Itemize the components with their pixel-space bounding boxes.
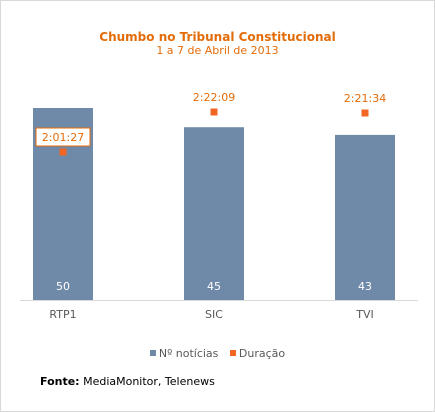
bar-value-sic: 45 bbox=[207, 280, 221, 293]
source-text: MediaMonitor, Telenews bbox=[79, 375, 215, 388]
marker-label-duracao-sic: 2:22:09 bbox=[193, 91, 235, 104]
marker-label-duracao-rtp1: 2:01:27 bbox=[42, 131, 84, 144]
legend-swatch-duracao bbox=[229, 350, 236, 356]
x-tick-tvi: TVI bbox=[355, 308, 374, 321]
x-tick-rtp1: RTP1 bbox=[49, 308, 76, 321]
marker-label-box-rtp1 bbox=[35, 127, 91, 147]
bar-tvi bbox=[335, 134, 395, 300]
bar-value-tvi: 43 bbox=[358, 280, 372, 293]
legend-item-noticias: Nº notícias bbox=[149, 347, 219, 360]
marker-duracao-tvi bbox=[361, 109, 369, 117]
chart-subtitle: 1 a 7 de Abril de 2013 bbox=[156, 44, 279, 57]
legend-swatch-noticias bbox=[149, 350, 156, 356]
bar-value-rtp1: 50 bbox=[56, 280, 70, 293]
source-label: Fonte: bbox=[40, 375, 80, 388]
legend-item-duracao: Duração bbox=[229, 347, 286, 360]
marker-duracao-rtp1 bbox=[59, 148, 67, 156]
legend-label-noticias: Nº notícias bbox=[158, 347, 219, 360]
legend-label-duracao: Duração bbox=[238, 347, 286, 360]
bar-sic bbox=[184, 127, 244, 300]
chart-legend: Nº notícias Duração bbox=[0, 347, 435, 360]
marker-duracao-sic bbox=[210, 108, 218, 116]
chart-title: Chumbo no Tribunal Constitucional bbox=[99, 30, 336, 44]
marker-label-duracao-tvi: 2:21:34 bbox=[344, 92, 386, 105]
x-tick-sic: SIC bbox=[205, 308, 223, 321]
source-note: Fonte: MediaMonitor, Telenews bbox=[40, 375, 215, 388]
